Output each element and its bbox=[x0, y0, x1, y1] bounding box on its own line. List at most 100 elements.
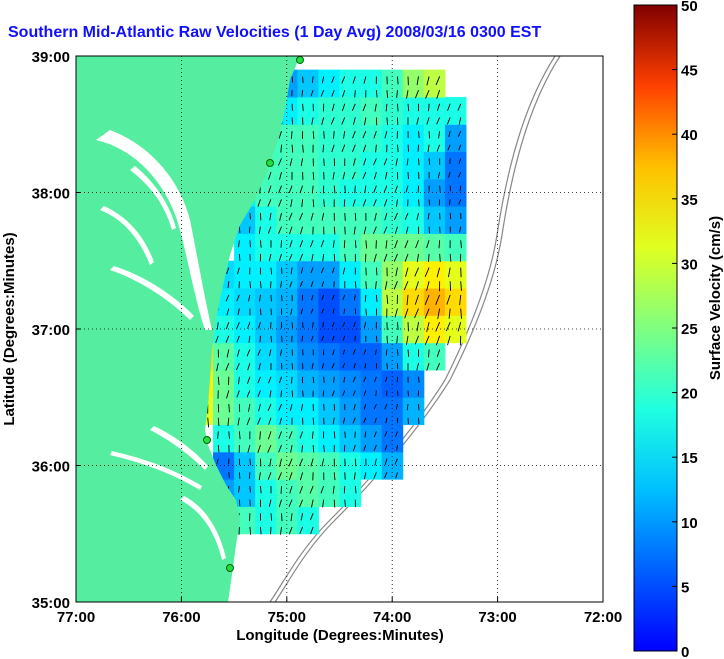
velocity-vector bbox=[405, 185, 409, 193]
velocity-vector bbox=[417, 144, 419, 152]
velocity-vector bbox=[267, 199, 272, 207]
colorbar-tick-label: 0 bbox=[681, 644, 689, 659]
velocity-cell bbox=[234, 369, 256, 398]
velocity-vector bbox=[289, 158, 293, 167]
velocity-vector bbox=[267, 472, 272, 480]
velocity-vector bbox=[385, 240, 388, 249]
velocity-vector bbox=[352, 144, 356, 152]
velocity-cell bbox=[402, 124, 425, 153]
velocity-vector bbox=[280, 144, 282, 153]
velocity-vector bbox=[395, 431, 398, 437]
radar-stations bbox=[203, 56, 304, 572]
velocity-vector bbox=[354, 281, 357, 289]
velocity-vector bbox=[322, 390, 325, 397]
velocity-vector bbox=[238, 376, 240, 385]
velocity-vector bbox=[238, 485, 240, 493]
velocity-vector bbox=[236, 267, 240, 275]
velocity-vector bbox=[281, 335, 283, 342]
velocity-vector bbox=[269, 390, 272, 398]
velocity-vector bbox=[299, 485, 304, 494]
velocity-vector bbox=[341, 117, 346, 125]
velocity-cell bbox=[339, 233, 362, 262]
velocity-cell bbox=[297, 69, 319, 98]
velocity-vector bbox=[351, 103, 356, 111]
velocity-vector bbox=[320, 240, 325, 248]
velocity-vector bbox=[373, 185, 377, 193]
velocity-vector bbox=[396, 444, 398, 451]
velocity-vector bbox=[384, 212, 388, 221]
colorbar-ticks: 0 5 10 15 20 25 30 35 40 45 50 bbox=[672, 0, 698, 659]
velocity-cell bbox=[423, 96, 446, 125]
velocity-vector bbox=[333, 431, 336, 439]
velocity-vector bbox=[280, 349, 282, 356]
velocity-vector bbox=[302, 390, 304, 397]
velocity-vector bbox=[236, 349, 240, 357]
velocity-vector bbox=[383, 158, 388, 166]
velocity-cell bbox=[318, 233, 340, 262]
velocity-vector bbox=[425, 89, 430, 99]
velocity-vector bbox=[383, 199, 388, 207]
velocity-vector bbox=[331, 294, 335, 300]
velocity-cell bbox=[423, 124, 446, 153]
velocity-cell bbox=[318, 479, 340, 507]
velocity-vector bbox=[299, 281, 304, 288]
velocity-vector bbox=[416, 363, 419, 371]
colorbar-tick-label: 35 bbox=[681, 192, 698, 209]
velocity-vector bbox=[396, 90, 398, 98]
velocity-vector bbox=[333, 226, 336, 235]
velocity-cell bbox=[339, 342, 362, 371]
velocity-vector bbox=[237, 417, 240, 426]
velocity-vector bbox=[248, 335, 251, 343]
velocity-vector bbox=[333, 376, 335, 383]
velocity-vector bbox=[344, 212, 346, 221]
velocity-cell bbox=[381, 69, 404, 98]
velocity-vector bbox=[290, 444, 293, 453]
velocity-vector bbox=[270, 335, 273, 343]
velocity-vector bbox=[406, 335, 409, 345]
velocity-vector bbox=[363, 390, 367, 396]
velocity-vector bbox=[301, 444, 304, 453]
velocity-vector bbox=[385, 376, 388, 383]
velocity-vector bbox=[300, 267, 304, 274]
x-axis-label: Longitude (Degrees:Minutes) bbox=[236, 627, 444, 644]
velocity-vector bbox=[309, 485, 314, 494]
velocity-vector bbox=[363, 444, 367, 451]
velocity-vector bbox=[428, 158, 431, 165]
velocity-vector bbox=[353, 472, 356, 480]
velocity-vector bbox=[302, 103, 304, 112]
velocity-vector bbox=[331, 362, 335, 369]
velocity-vector bbox=[246, 390, 251, 398]
velocity-vector bbox=[362, 130, 367, 139]
velocity-vector bbox=[436, 267, 441, 278]
velocity-vector bbox=[374, 458, 377, 466]
velocity-vector bbox=[323, 158, 325, 167]
velocity-vector bbox=[407, 349, 410, 357]
velocity-vector bbox=[375, 294, 378, 302]
velocity-vector bbox=[447, 335, 451, 346]
velocity-vector bbox=[427, 253, 430, 262]
velocity-vector bbox=[438, 131, 441, 139]
velocity-vector bbox=[289, 240, 293, 248]
velocity-vector bbox=[257, 349, 261, 356]
velocity-cell bbox=[402, 288, 425, 316]
velocity-vector bbox=[363, 376, 367, 383]
velocity-vector bbox=[414, 267, 419, 277]
velocity-vector bbox=[290, 199, 293, 208]
velocity-vector bbox=[364, 185, 367, 194]
velocity-cell bbox=[255, 288, 277, 316]
velocity-vector bbox=[460, 308, 462, 319]
velocity-vector bbox=[341, 103, 346, 112]
velocity-vector bbox=[354, 185, 356, 194]
velocity-cell bbox=[444, 260, 467, 289]
velocity-vector bbox=[299, 431, 304, 439]
velocity-vector bbox=[354, 90, 356, 98]
velocity-cell bbox=[444, 124, 467, 153]
velocity-vector bbox=[372, 226, 377, 235]
velocity-vector bbox=[394, 240, 398, 249]
velocity-cell bbox=[234, 424, 256, 453]
colorbar-tick-label: 10 bbox=[681, 515, 698, 532]
velocity-vector bbox=[352, 417, 356, 424]
velocity-vector bbox=[258, 226, 261, 234]
velocity-vector bbox=[342, 267, 346, 275]
velocity-cell bbox=[213, 424, 235, 453]
